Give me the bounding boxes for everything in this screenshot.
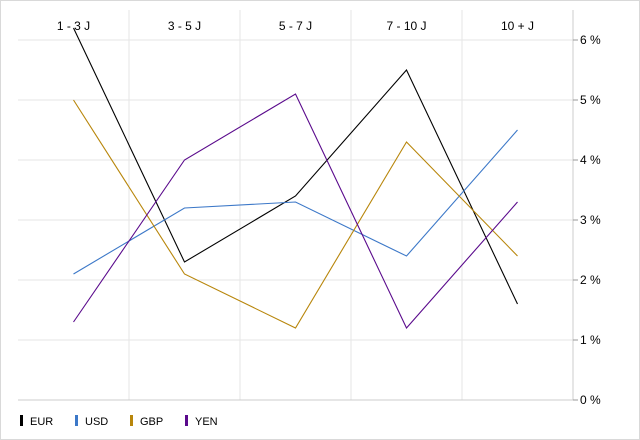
legend-label-usd: USD bbox=[85, 416, 108, 428]
grid bbox=[18, 10, 574, 401]
category-label: 3 - 5 J bbox=[168, 19, 201, 33]
legend-swatch-eur bbox=[20, 415, 23, 426]
legend-swatch-yen bbox=[185, 415, 188, 426]
series-line-usd bbox=[73, 129, 518, 275]
y-tick-label: 6 % bbox=[580, 33, 601, 47]
y-tick-label: 2 % bbox=[580, 273, 601, 287]
series-lines bbox=[73, 27, 518, 329]
category-labels: 1 - 3 J 3 - 5 J 5 - 7 J 7 - 10 J 10 + J bbox=[57, 19, 534, 33]
category-label: 7 - 10 J bbox=[386, 19, 426, 33]
category-label: 10 + J bbox=[501, 19, 534, 33]
legend: EUR USD GBP YEN bbox=[20, 415, 218, 428]
series-line-eur bbox=[73, 27, 518, 305]
legend-label-gbp: GBP bbox=[140, 416, 163, 428]
series-line-yen bbox=[73, 93, 518, 329]
y-tick-label: 1 % bbox=[580, 333, 601, 347]
category-label: 1 - 3 J bbox=[57, 19, 90, 33]
legend-swatch-usd bbox=[75, 415, 78, 426]
legend-label-yen: YEN bbox=[195, 416, 218, 428]
y-tick-label: 5 % bbox=[580, 93, 601, 107]
series-line-gbp bbox=[73, 99, 518, 329]
category-label: 5 - 7 J bbox=[279, 19, 312, 33]
y-tick-label: 0 % bbox=[580, 393, 601, 407]
legend-label-eur: EUR bbox=[30, 416, 53, 428]
y-tick-label: 3 % bbox=[580, 213, 601, 227]
y-tick-label: 4 % bbox=[580, 153, 601, 167]
y-axis: 0 % 1 % 2 % 3 % 4 % 5 % 6 % bbox=[573, 33, 601, 407]
legend-swatch-gbp bbox=[130, 415, 133, 426]
